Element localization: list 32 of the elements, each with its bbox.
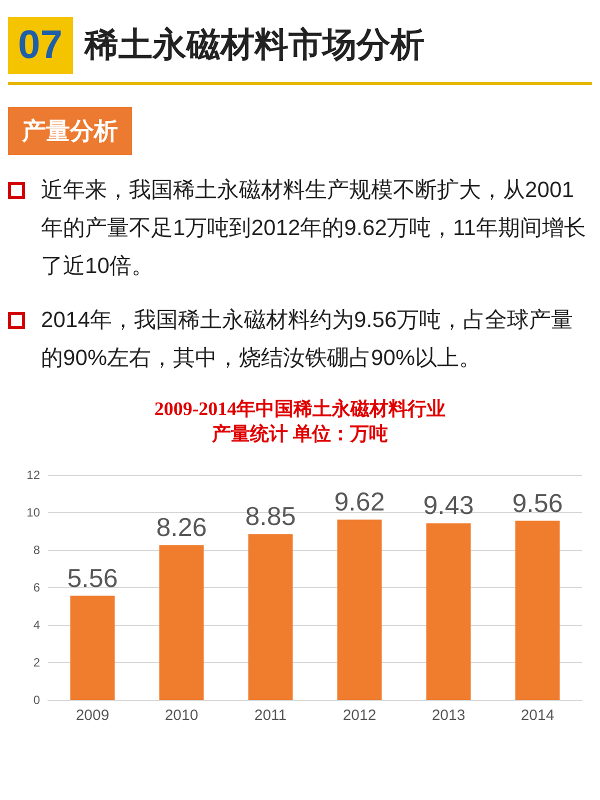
bar — [248, 534, 293, 700]
x-tick-label: 2010 — [164, 707, 198, 724]
x-tick-label: 2014 — [520, 707, 554, 724]
y-tick-label: 8 — [33, 543, 40, 557]
data-label: 8.85 — [245, 501, 296, 532]
x-tick-label: 2009 — [76, 707, 110, 724]
y-tick-label: 0 — [33, 693, 40, 707]
y-tick-label: 6 — [33, 580, 40, 594]
y-tick-label: 2 — [33, 656, 40, 670]
x-tick-label: 2013 — [432, 707, 466, 724]
text: 产量分析 — [8, 107, 132, 155]
data-label: 9.43 — [423, 490, 474, 520]
chart-title: 2009-2014年中国稀土永磁材料行业 — [154, 398, 446, 420]
data-label: 9.62 — [334, 486, 385, 517]
data-label: 9.56 — [512, 488, 563, 518]
bar — [515, 520, 560, 700]
y-tick-label: 4 — [33, 618, 40, 632]
text: 2014年，我国稀土永磁材料约为9.56万吨，占全球产量的90%左右，其中，烧结汝铁硼占90%以上。 — [41, 306, 574, 372]
text: 稀土永磁材料市场分析 — [84, 25, 424, 66]
y-tick-label: 10 — [26, 506, 40, 520]
data-label: 5.56 — [67, 562, 118, 593]
text: 近年来，我国稀土永磁材料生产规模不断扩大，从2001年的产量不足1万吨到2012年的9.62万吨，11年期间增长了近10倍。 — [41, 176, 587, 280]
x-tick-label: 2012 — [342, 707, 376, 724]
chart-subtitle: 产量统计 单位：万吨 — [211, 423, 388, 445]
bar — [159, 545, 204, 700]
bar — [337, 520, 382, 700]
x-tick-label: 2011 — [254, 707, 287, 724]
bar — [70, 596, 115, 700]
data-label: 8.26 — [156, 512, 207, 542]
y-tick-label: 12 — [26, 468, 40, 482]
bar — [426, 523, 471, 700]
text: 07 — [8, 16, 72, 74]
